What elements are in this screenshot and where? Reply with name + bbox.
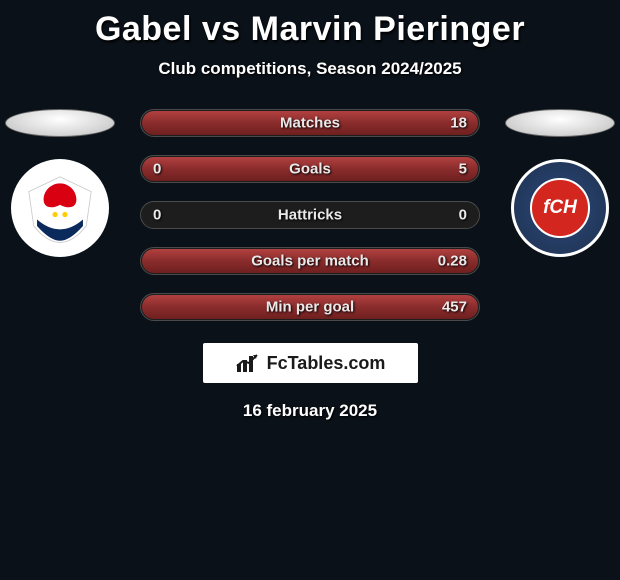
stat-right-value: 457	[442, 299, 467, 316]
branding-badge: FcTables.com	[203, 343, 418, 383]
left-player-photo-placeholder	[5, 109, 115, 137]
subtitle: Club competitions, Season 2024/2025	[0, 59, 620, 79]
chart-icon	[235, 352, 261, 374]
left-player-column	[0, 109, 120, 257]
branding-text: FcTables.com	[267, 353, 386, 374]
stat-bars: Matches 18 0 Goals 5 0 Hattricks 0 Goals per mat…	[140, 109, 480, 321]
stat-right-value: 18	[450, 115, 467, 132]
stat-label: Goals per match	[251, 253, 369, 270]
stat-bar: 0 Hattricks 0	[140, 201, 480, 229]
stat-bar: Goals per match 0.28	[140, 247, 480, 275]
stat-label: Min per goal	[266, 299, 354, 316]
rb-leipzig-badge-icon	[11, 159, 109, 257]
stat-label: Hattricks	[278, 207, 342, 224]
date-text: 16 february 2025	[0, 401, 620, 421]
fch-badge-text: fCH	[530, 178, 590, 238]
stat-left-value: 0	[153, 161, 161, 178]
stat-right-value: 0	[459, 207, 467, 224]
stat-bar: Min per goal 457	[140, 293, 480, 321]
comparison-content: fCH Matches 18 0 Goals 5 0 Hattricks 0 Goals per…	[0, 109, 620, 421]
right-player-photo-placeholder	[505, 109, 615, 137]
stat-left-value: 0	[153, 207, 161, 224]
stat-right-value: 0.28	[438, 253, 467, 270]
stat-label: Matches	[280, 115, 340, 132]
stat-right-value: 5	[459, 161, 467, 178]
right-player-column: fCH	[500, 109, 620, 257]
stat-bar: Matches 18	[140, 109, 480, 137]
page-title: Gabel vs Marvin Pieringer	[0, 0, 620, 49]
stat-bar: 0 Goals 5	[140, 155, 480, 183]
stat-label: Goals	[289, 161, 331, 178]
fc-heidenheim-badge-icon: fCH	[511, 159, 609, 257]
